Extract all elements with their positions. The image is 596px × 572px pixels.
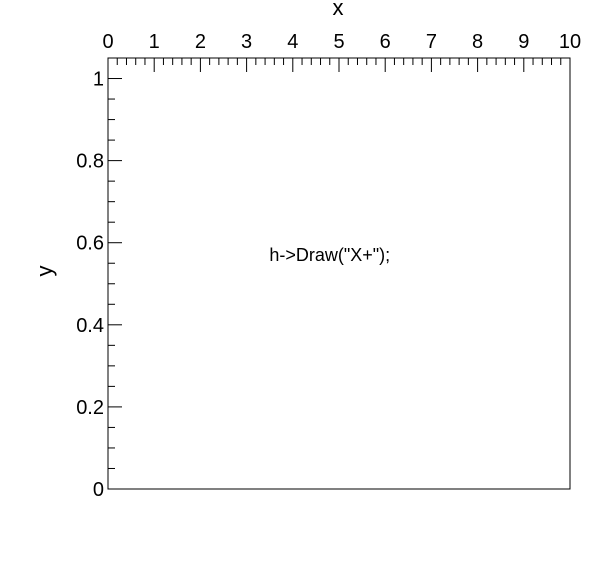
- x-axis-label: x: [333, 0, 344, 20]
- x-tick-label: 3: [241, 31, 252, 53]
- annotation-text: h->Draw("X+");: [269, 245, 390, 265]
- y-tick-label: 0: [93, 479, 104, 501]
- x-tick-label: 6: [380, 31, 391, 53]
- plot-area: 0 1 2 3 4 5 6 7 8 9 10 0 0.2 0.4 0.6 0.8 1 h->Draw("X+");: [76, 31, 581, 501]
- y-tick-label: 0.2: [76, 397, 104, 419]
- y-axis-label: y: [32, 266, 57, 277]
- x-tick-label: 1: [149, 31, 160, 53]
- y-tick-label: 0.6: [76, 233, 104, 255]
- x-tick-label: 10: [559, 31, 581, 53]
- x-tick-label: 8: [472, 31, 483, 53]
- x-tick-label: 5: [333, 31, 344, 53]
- x-tick-label: 7: [426, 31, 437, 53]
- x-tick-label: 4: [287, 31, 298, 53]
- x-tick-label: 2: [195, 31, 206, 53]
- y-tick-label: 0.8: [76, 151, 104, 173]
- x-tick-label: 0: [102, 31, 113, 53]
- x-tick-label: 9: [518, 31, 529, 53]
- y-tick-label: 1: [93, 69, 104, 91]
- y-tick-label: 0.4: [76, 315, 104, 337]
